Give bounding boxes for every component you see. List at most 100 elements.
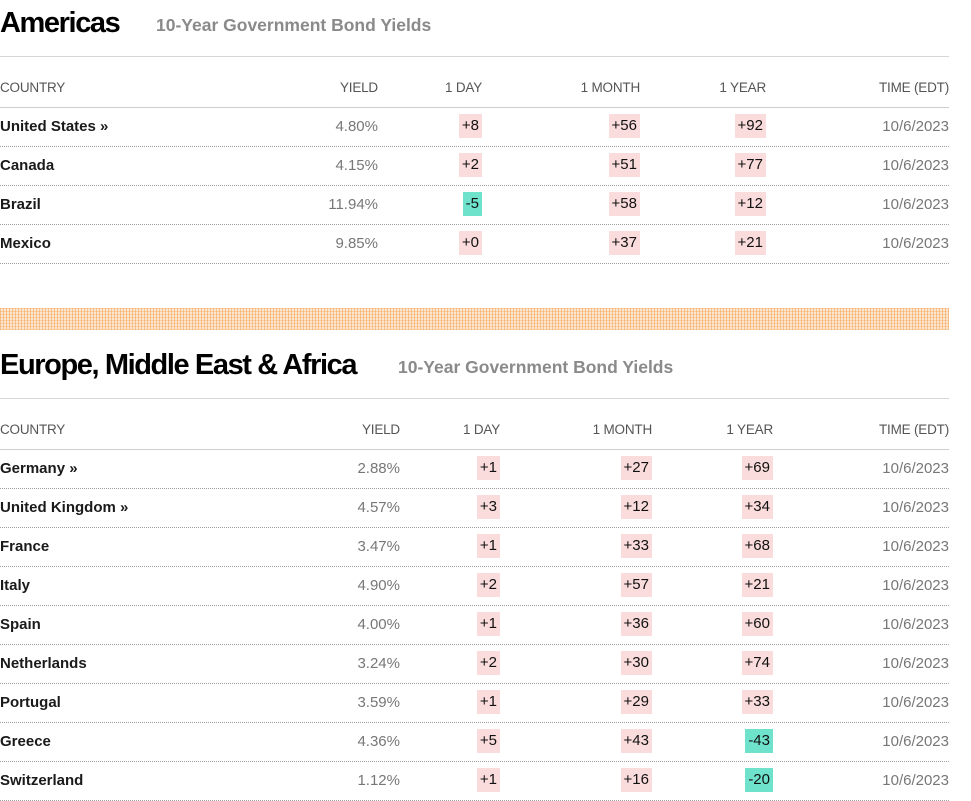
change-1-month-cell: +58 bbox=[580, 192, 640, 220]
table-row: United States » 4.80% +8 +56 +92 10/6/2023 bbox=[0, 108, 949, 147]
change-1-year: +34 bbox=[741, 495, 773, 519]
change-1-year-cell: +21 bbox=[713, 573, 773, 601]
table-row: France 3.47% +1 +33 +68 10/6/2023 bbox=[0, 528, 949, 567]
header-country: COUNTRY bbox=[0, 80, 66, 95]
change-1-year-cell: +34 bbox=[713, 495, 773, 523]
change-1-year: +60 bbox=[741, 612, 773, 636]
change-1-day-cell: +5 bbox=[440, 729, 500, 757]
change-1-year: -43 bbox=[745, 729, 773, 753]
change-1-year-cell: +33 bbox=[713, 690, 773, 718]
americas-header: Americas 10-Year Government Bond Yields bbox=[0, 0, 949, 57]
change-1-month: +30 bbox=[620, 651, 652, 675]
change-1-year-cell: -20 bbox=[713, 768, 773, 796]
change-1-year: +69 bbox=[741, 456, 773, 480]
header-1-day: 1 DAY bbox=[462, 422, 500, 437]
emea-section: Europe, Middle East & Africa 10-Year Gov… bbox=[0, 342, 949, 801]
time-value: 10/6/2023 bbox=[882, 499, 949, 516]
americas-subtitle: 10-Year Government Bond Yields bbox=[156, 15, 432, 35]
change-1-month-cell: +37 bbox=[580, 231, 640, 259]
change-1-day: -5 bbox=[462, 192, 482, 216]
table-row: Greece 4.36% +5 +43 -43 10/6/2023 bbox=[0, 723, 949, 762]
americas-column-headers: COUNTRY YIELD 1 DAY 1 MONTH 1 YEAR TIME … bbox=[0, 57, 949, 108]
header-yield: YIELD bbox=[361, 422, 400, 437]
time-value: 10/6/2023 bbox=[882, 118, 949, 135]
yield-value: 9.85% bbox=[335, 235, 378, 252]
change-1-month-cell: +56 bbox=[580, 114, 640, 142]
time-value: 10/6/2023 bbox=[882, 616, 949, 633]
change-1-day-cell: +2 bbox=[440, 651, 500, 679]
change-1-month-cell: +29 bbox=[592, 690, 652, 718]
change-1-year: +92 bbox=[734, 114, 766, 138]
change-1-day: +1 bbox=[476, 768, 500, 792]
yield-value: 4.00% bbox=[357, 616, 400, 633]
yield-value: 4.57% bbox=[357, 499, 400, 516]
header-1-year: 1 YEAR bbox=[726, 422, 773, 437]
country-name: Mexico bbox=[0, 235, 51, 252]
change-1-day: +2 bbox=[458, 153, 482, 177]
change-1-day-cell: +8 bbox=[422, 114, 482, 142]
change-1-month: +36 bbox=[620, 612, 652, 636]
table-row: Brazil 11.94% -5 +58 +12 10/6/2023 bbox=[0, 186, 949, 225]
change-1-year-cell: +92 bbox=[706, 114, 766, 142]
change-1-month: +12 bbox=[620, 495, 652, 519]
americas-table-body: United States » 4.80% +8 +56 +92 10/6/2023 Can… bbox=[0, 108, 949, 264]
change-1-day-cell: +2 bbox=[422, 153, 482, 181]
change-1-month: +51 bbox=[608, 153, 640, 177]
yield-value: 4.36% bbox=[357, 733, 400, 750]
header-time: TIME (EDT) bbox=[879, 80, 949, 95]
change-1-year: -20 bbox=[745, 768, 773, 792]
change-1-month-cell: +33 bbox=[592, 534, 652, 562]
country-name: Spain bbox=[0, 616, 41, 633]
change-1-month-cell: +27 bbox=[592, 456, 652, 484]
header-time: TIME (EDT) bbox=[879, 422, 949, 437]
yield-value: 4.80% bbox=[335, 118, 378, 135]
change-1-year: +33 bbox=[741, 690, 773, 714]
emea-subtitle: 10-Year Government Bond Yields bbox=[398, 357, 674, 377]
yield-value: 3.24% bbox=[357, 655, 400, 672]
country-name: Netherlands bbox=[0, 655, 87, 672]
table-row: Spain 4.00% +1 +36 +60 10/6/2023 bbox=[0, 606, 949, 645]
country-name[interactable]: United Kingdom » bbox=[0, 499, 129, 516]
change-1-day: +5 bbox=[476, 729, 500, 753]
yield-value: 2.88% bbox=[357, 460, 400, 477]
time-value: 10/6/2023 bbox=[882, 694, 949, 711]
change-1-year: +21 bbox=[741, 573, 773, 597]
country-name: France bbox=[0, 538, 50, 555]
country-name: Greece bbox=[0, 733, 51, 750]
country-name[interactable]: United States » bbox=[0, 118, 109, 135]
change-1-month-cell: +16 bbox=[592, 768, 652, 796]
change-1-year: +77 bbox=[734, 153, 766, 177]
country-name[interactable]: Germany » bbox=[0, 460, 78, 477]
change-1-month: +33 bbox=[620, 534, 652, 558]
change-1-month: +57 bbox=[620, 573, 652, 597]
change-1-day-cell: +1 bbox=[440, 534, 500, 562]
change-1-month-cell: +36 bbox=[592, 612, 652, 640]
change-1-day: +2 bbox=[476, 651, 500, 675]
change-1-year-cell: +77 bbox=[706, 153, 766, 181]
change-1-year-cell: +68 bbox=[713, 534, 773, 562]
change-1-month: +29 bbox=[620, 690, 652, 714]
change-1-day-cell: +0 bbox=[422, 231, 482, 259]
country-name: Canada bbox=[0, 157, 55, 174]
change-1-year-cell: +74 bbox=[713, 651, 773, 679]
time-value: 10/6/2023 bbox=[882, 538, 949, 555]
change-1-day: +1 bbox=[476, 612, 500, 636]
table-row: United Kingdom » 4.57% +3 +12 +34 10/6/2023 bbox=[0, 489, 949, 528]
country-name: Italy bbox=[0, 577, 31, 594]
change-1-year: +21 bbox=[734, 231, 766, 255]
time-value: 10/6/2023 bbox=[882, 655, 949, 672]
change-1-year: +12 bbox=[734, 192, 766, 216]
country-name: Switzerland bbox=[0, 772, 84, 789]
table-row: Italy 4.90% +2 +57 +21 10/6/2023 bbox=[0, 567, 949, 606]
change-1-month-cell: +57 bbox=[592, 573, 652, 601]
time-value: 10/6/2023 bbox=[882, 460, 949, 477]
yield-value: 3.59% bbox=[357, 694, 400, 711]
table-row: Switzerland 1.12% +1 +16 -20 10/6/2023 bbox=[0, 762, 949, 801]
change-1-month: +58 bbox=[608, 192, 640, 216]
change-1-month-cell: +30 bbox=[592, 651, 652, 679]
change-1-year: +74 bbox=[741, 651, 773, 675]
change-1-month: +27 bbox=[620, 456, 652, 480]
change-1-month: +16 bbox=[620, 768, 652, 792]
change-1-day: +2 bbox=[476, 573, 500, 597]
emea-table-body: Germany » 2.88% +1 +27 +69 10/6/2023 United Ki… bbox=[0, 450, 949, 801]
